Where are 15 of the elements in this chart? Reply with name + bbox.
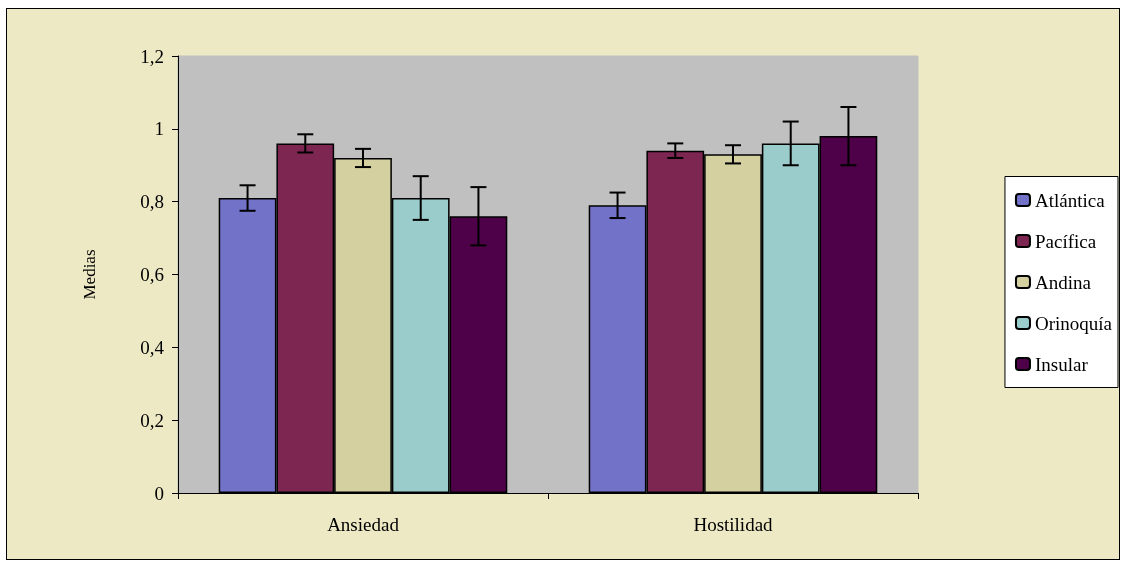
legend-label: Andina [1034, 271, 1092, 293]
y-tick-label: 0,2 [140, 409, 164, 431]
y-tick-label: 1 [154, 118, 164, 140]
y-tick-label: 0 [154, 482, 164, 504]
y-tick-label: 0,8 [140, 191, 164, 213]
y-tick-label: 0,6 [140, 264, 164, 285]
x-tick-label: Ansiedad [327, 514, 400, 535]
x-tick-label: Hostilidad [693, 514, 774, 535]
y-tick-label: 1,2 [140, 45, 164, 67]
y-tick-label: 0,4 [140, 336, 165, 358]
y-axis-title: Medias [80, 249, 99, 300]
legend-label: Insular [1034, 353, 1089, 375]
legend-label: Pacífica [1034, 230, 1097, 252]
legend-label: Atlántica [1034, 189, 1106, 211]
legend-label: Orinoquía [1034, 312, 1113, 334]
